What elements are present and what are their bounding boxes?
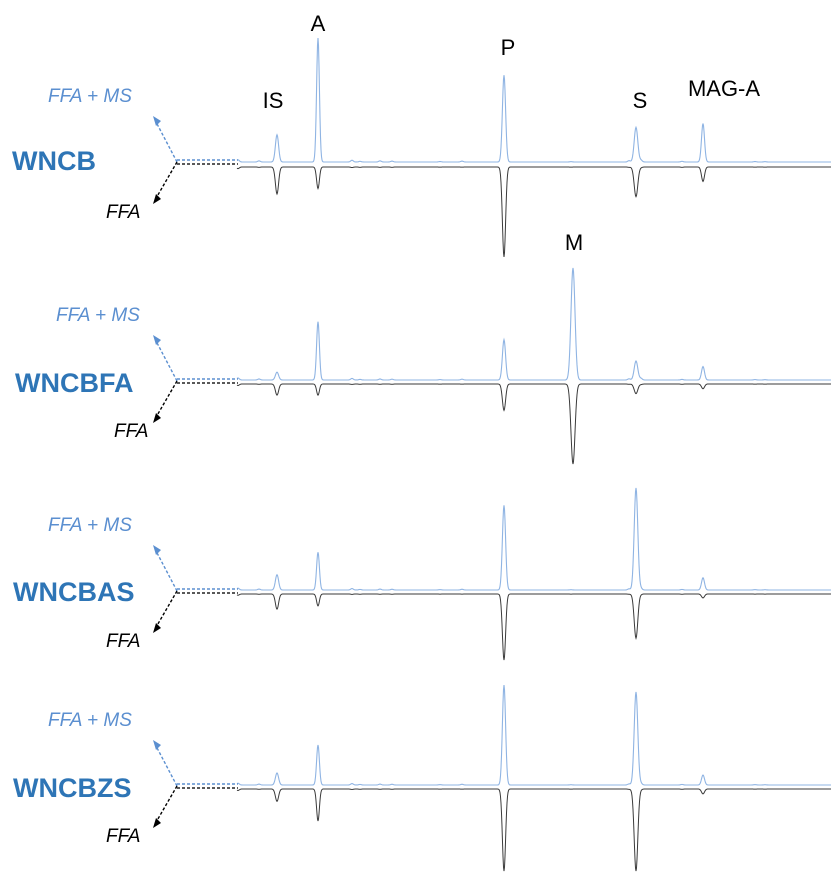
arrowhead-lower-icon [153, 413, 161, 423]
peak-label-P: P [501, 35, 516, 60]
arrowhead-lower-icon [153, 623, 161, 633]
arrow-lower [154, 785, 178, 825]
sample-label-WNCB: WNCB [12, 146, 96, 176]
label-ffa-ms: FFA + MS [48, 86, 132, 107]
arrow-lower [154, 161, 178, 201]
arrow-upper [154, 743, 178, 787]
panel-WNCB: FFA + MS FFA WNCB [12, 37, 831, 258]
sample-label-WNCBZS: WNCBZS [13, 773, 131, 803]
panel-WNCBZS: FFA + MS FFA WNCBZS [13, 684, 831, 872]
label-ffa-ms: FFA + MS [48, 515, 132, 536]
peak-label-IS: IS [263, 88, 284, 113]
label-ffa-ms: FFA + MS [48, 710, 132, 731]
peak-label-A: A [311, 11, 326, 36]
arrow-upper [154, 548, 178, 592]
trace-ffa-ms-WNCBFA [236, 267, 831, 381]
panel-WNCBAS: FFA + MS FFA WNCBAS [13, 487, 831, 661]
arrowhead-lower-icon [153, 818, 161, 828]
panel-WNCBFA: FFA + MS FFA WNCBFA [15, 267, 831, 465]
arrowhead-upper-icon [153, 116, 161, 126]
trace-ffa-WNCBZS [236, 788, 831, 872]
arrow-upper [154, 119, 178, 163]
arrowhead-lower-icon [153, 194, 161, 204]
label-ffa: FFA [114, 421, 148, 442]
arrowhead-upper-icon [153, 740, 161, 750]
label-ffa: FFA [106, 202, 140, 223]
trace-ffa-ms-WNCBAS [236, 487, 831, 591]
arrow-lower [154, 590, 178, 630]
trace-ffa-ms-WNCBZS [236, 684, 831, 786]
arrow-upper [154, 338, 178, 382]
label-ffa-ms: FFA + MS [56, 305, 140, 326]
label-ffa: FFA [106, 631, 140, 652]
trace-ffa-WNCBFA [236, 383, 831, 465]
peak-label-M: M [565, 230, 583, 255]
arrowhead-upper-icon [153, 545, 161, 555]
arrow-lower [154, 380, 178, 420]
trace-ffa-WNCB [236, 166, 831, 258]
arrowhead-upper-icon [153, 335, 161, 345]
peak-label-S: S [633, 88, 648, 113]
sample-label-WNCBAS: WNCBAS [13, 577, 135, 607]
trace-ffa-ms-WNCB [236, 37, 831, 163]
peak-label-MAG-A: MAG-A [688, 76, 760, 101]
trace-ffa-WNCBAS [236, 593, 831, 661]
label-ffa: FFA [106, 826, 140, 847]
sample-label-WNCBFA: WNCBFA [15, 368, 133, 398]
